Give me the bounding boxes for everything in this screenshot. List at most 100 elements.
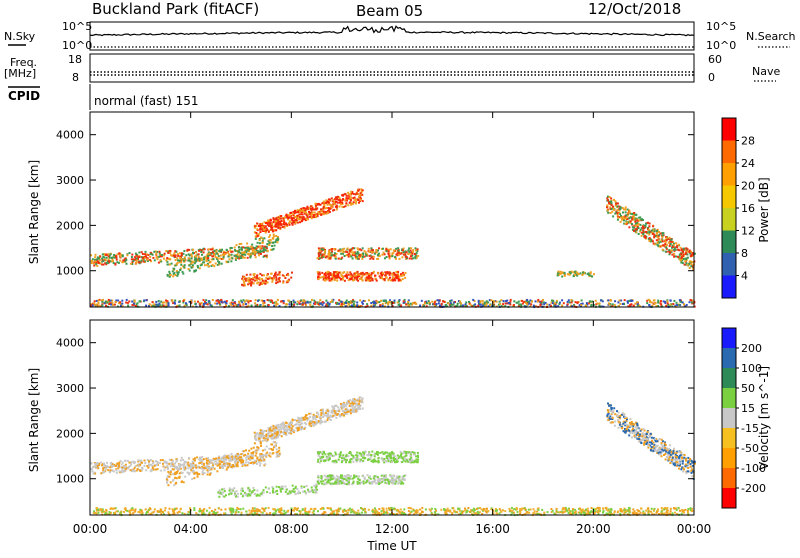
echo-cell (239, 305, 241, 307)
echo-cell (121, 468, 123, 470)
echo-cell (691, 302, 693, 304)
echo-cell (212, 466, 214, 468)
echo-cell (145, 255, 147, 257)
echo-cell (244, 257, 246, 259)
echo-cell (402, 249, 404, 251)
echo-cell (292, 213, 294, 215)
echo-cell (465, 301, 467, 303)
echo-cell (271, 227, 273, 229)
echo-cell (686, 254, 688, 256)
echo-cell (155, 469, 157, 471)
echo-cell (401, 275, 403, 277)
echo-cell (335, 201, 337, 203)
echo-cell (352, 275, 354, 277)
echo-cell (270, 220, 272, 222)
echo-cell (234, 247, 236, 249)
echo-cell (670, 510, 672, 512)
echo-cell (323, 204, 325, 206)
echo-cell (98, 305, 100, 307)
echo-cell (393, 272, 395, 274)
echo-cell (301, 219, 303, 221)
echo-cell (611, 509, 613, 511)
echo-cell (426, 302, 428, 304)
echo-cell (499, 512, 501, 514)
echo-cell (530, 509, 532, 511)
echo-cell (628, 209, 630, 211)
echo-cell (485, 305, 487, 307)
echo-cell (392, 279, 394, 281)
echo-cell (255, 235, 257, 237)
echo-cell (443, 508, 445, 510)
echo-cell (402, 272, 404, 274)
echo-cell (434, 508, 436, 510)
echo-cell (98, 257, 100, 259)
echo-cell (644, 235, 646, 237)
echo-cell (302, 508, 304, 510)
echo-cell (170, 254, 172, 256)
echo-cell (250, 300, 252, 302)
echo-cell (165, 507, 167, 509)
echo-cell (602, 507, 604, 509)
echo-cell (165, 259, 167, 261)
echo-cell (111, 507, 113, 509)
echo-cell (351, 278, 353, 280)
echo-cell (192, 252, 194, 254)
echo-cell (368, 275, 370, 277)
echo-cell (640, 224, 642, 226)
echo-cell (403, 274, 405, 276)
echo-cell (449, 300, 451, 302)
echo-cell (169, 264, 171, 266)
echo-cell (113, 465, 115, 467)
echo-cell (94, 300, 96, 302)
echo-cell (547, 511, 549, 513)
echo-cell (415, 247, 417, 249)
echo-cell (111, 257, 113, 259)
echo-cell (270, 273, 272, 275)
echo-cell (493, 301, 495, 303)
echo-cell (272, 452, 274, 454)
echo-cell (577, 301, 579, 303)
echo-cell (289, 224, 291, 226)
echo-cell (262, 508, 264, 510)
echo-cell (269, 456, 271, 458)
echo-cell (299, 211, 301, 213)
echo-cell (403, 508, 405, 510)
echo-cell (428, 300, 430, 302)
echo-cell (152, 301, 154, 303)
echo-cell (508, 302, 510, 304)
echo-cell (291, 222, 293, 224)
echo-cell (212, 255, 214, 257)
echo-cell (121, 300, 123, 302)
echo-cell (231, 510, 233, 512)
echo-cell (640, 512, 642, 514)
echo-cell (385, 272, 387, 274)
colorbar-tick-label: 16 (741, 202, 755, 215)
echo-cell (502, 303, 504, 305)
echo-cell (241, 249, 243, 251)
echo-cell (149, 256, 151, 258)
echo-cell (105, 254, 107, 256)
echo-cell (616, 212, 618, 214)
echo-cell (431, 508, 433, 510)
echo-cell (125, 460, 127, 462)
echo-cell (95, 304, 97, 306)
echo-cell (108, 260, 110, 262)
echo-cell (648, 231, 650, 233)
echo-cell (207, 474, 209, 476)
echo-cell (96, 265, 98, 267)
echo-cell (127, 305, 129, 307)
echo-cell (125, 302, 127, 304)
power-colorbar-label: Power [dB] (757, 177, 771, 242)
echo-cell (102, 260, 104, 262)
echo-cell (272, 230, 274, 232)
echo-cell (206, 460, 208, 462)
echo-cell (273, 278, 275, 280)
echo-cell (227, 463, 229, 465)
echo-cell (342, 511, 344, 513)
echo-cell (628, 507, 630, 509)
echo-cell (657, 245, 659, 247)
echo-cell (242, 285, 244, 287)
echo-cell (192, 461, 194, 463)
echo-cell (194, 303, 196, 305)
colorbar-tick-label: 12 (741, 225, 755, 238)
